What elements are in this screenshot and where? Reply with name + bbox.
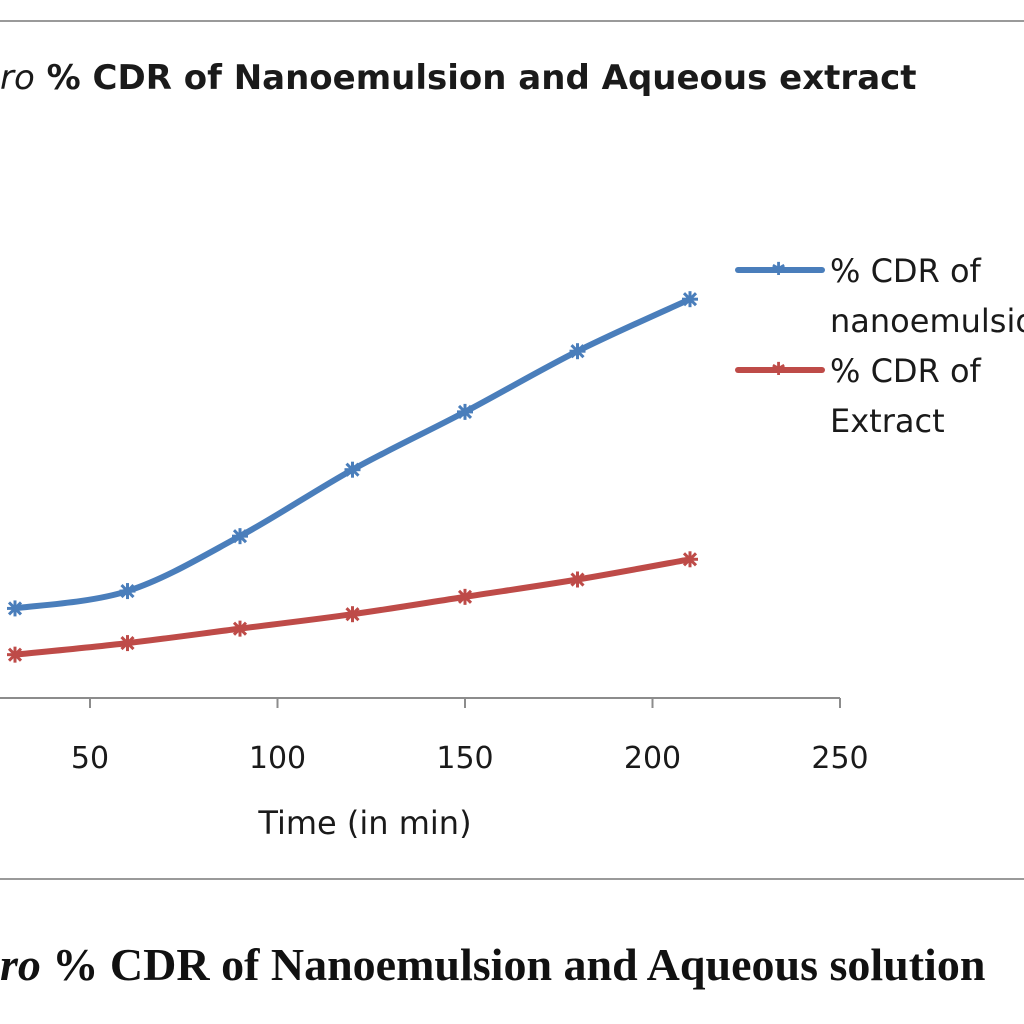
bottom-border [0,878,1024,880]
data-point-nanoemulsion-120 [344,461,361,478]
series-line-nanoemulsion [12,296,693,612]
x-tick-label-150: 150 [436,741,493,776]
x-tick-label-50: 50 [71,741,109,776]
legend-marker-nanoemulsion: ✱ [771,259,787,280]
data-point-extract-150 [457,588,473,605]
chart-axes: 50 100 150 200 250 [0,697,869,776]
legend-swatch-extract [735,367,825,373]
data-point-nanoemulsion-180 [569,343,586,360]
legend-marker-extract: ✱ [771,359,787,380]
legend-label-extract: % CDR of Extract [830,346,1024,446]
data-point-nanoemulsion-60 [119,583,136,600]
figure-caption: ro % CDR of Nanoemulsion and Aqueous sol… [0,938,985,991]
top-border [0,20,1024,22]
chart-title-text: % CDR of Nanoemulsion and Aqueous extrac… [46,58,917,98]
data-point-extract-30 [7,646,23,663]
data-point-extract-180 [569,571,586,588]
series-extract [7,551,698,663]
data-point-extract-90 [232,620,248,637]
chart-title: ro % CDR of Nanoemulsion and Aqueous ext… [0,58,917,98]
data-point-nanoemulsion-30 [7,600,23,617]
data-point-extract-210 [682,551,698,568]
legend-label-nanoemulsion-line2: nanoemulsion [830,302,1024,340]
series-layer [7,291,698,663]
data-point-nanoemulsion-210 [682,291,698,308]
caption-prefix: ro [0,939,41,990]
data-point-extract-60 [119,635,136,652]
series-nanoemulsion [7,291,698,617]
x-tick-label-200: 200 [624,741,681,776]
x-tick-label-100: 100 [249,741,306,776]
legend-label-extract-line2: Extract [830,402,945,440]
data-point-nanoemulsion-150 [457,403,473,420]
x-tick-label-250: 250 [811,741,868,776]
data-point-nanoemulsion-90 [232,528,248,545]
chart-title-prefix: ro [0,58,35,98]
legend-label-extract-line1: % CDR of [830,352,981,390]
legend-label-nanoemulsion-line1: % CDR of [830,252,981,290]
caption-text: % CDR of Nanoemulsion and Aqueous soluti… [40,939,986,990]
legend-swatch-nanoemulsion [735,267,825,273]
x-axis-label: Time (in min) [257,804,471,842]
data-point-extract-120 [344,606,361,623]
legend-label-nanoemulsion: % CDR of nanoemulsion [830,246,1024,346]
